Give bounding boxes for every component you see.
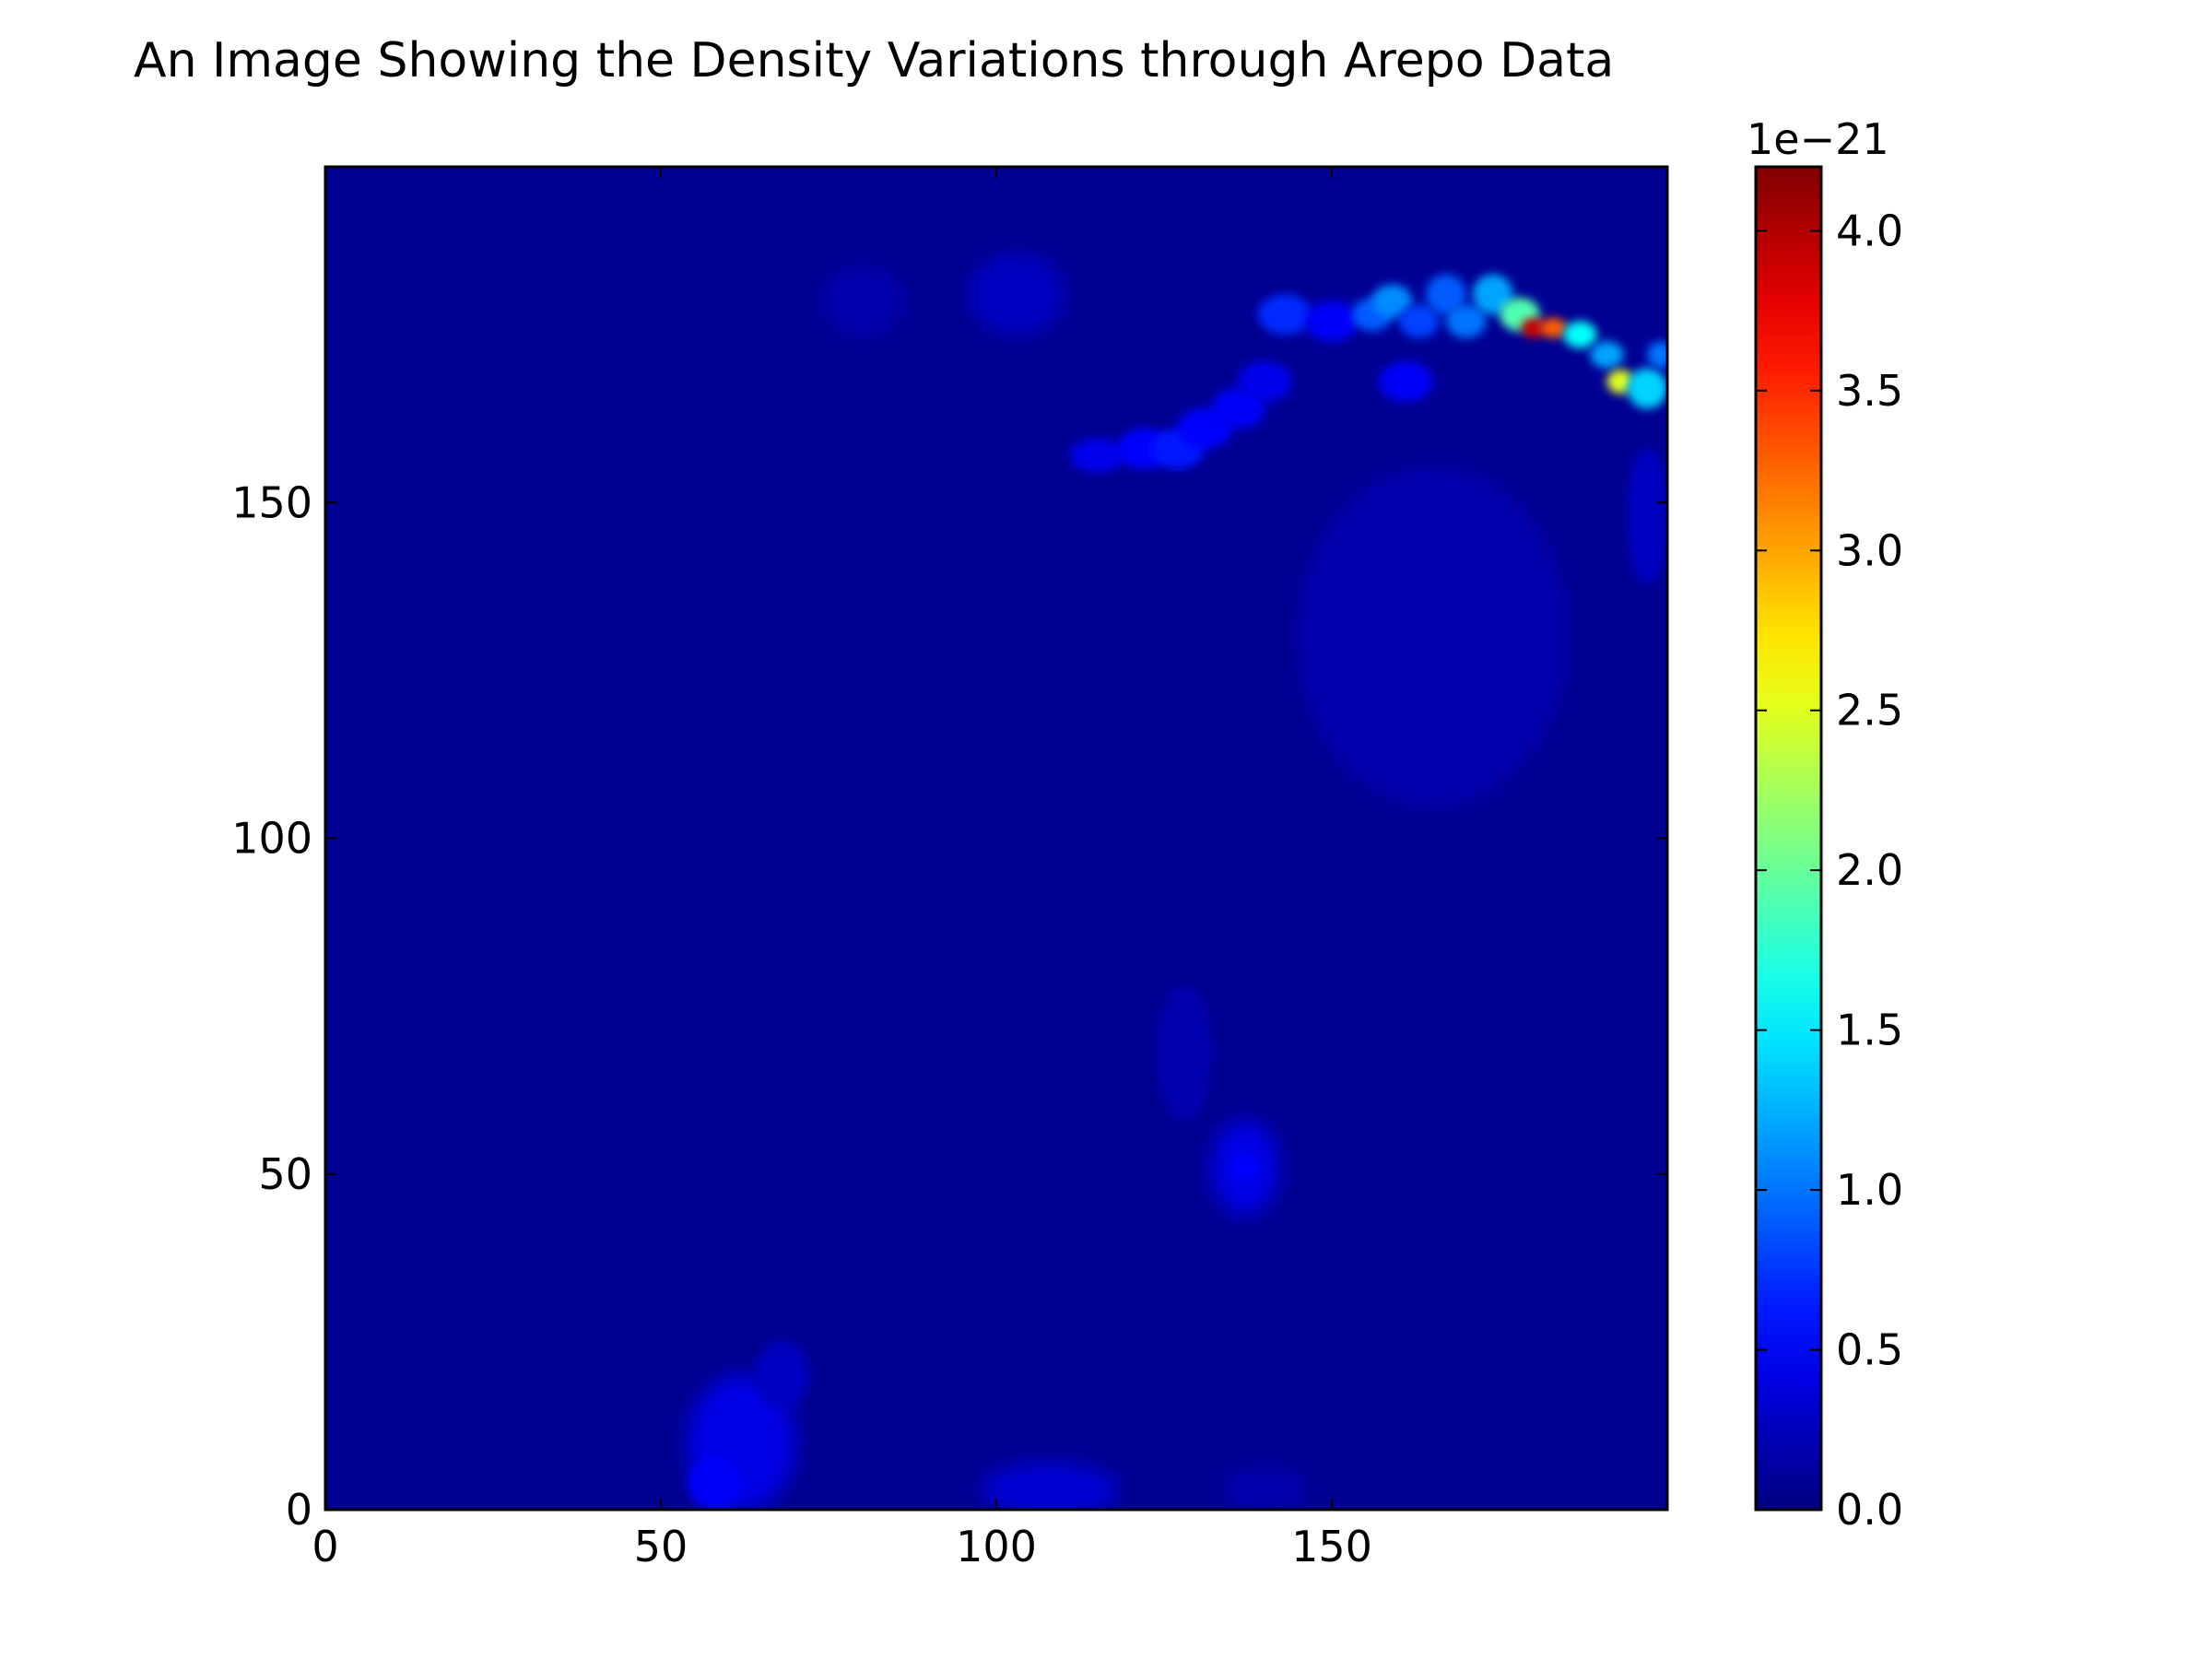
density-diffuse (1157, 985, 1211, 1121)
density-filament (1647, 341, 1667, 369)
density-clump (982, 1463, 1118, 1510)
colorbar-tick-label: 0.0 (1836, 1485, 1903, 1535)
density-filament (1539, 317, 1567, 338)
density-diffuse (754, 1341, 809, 1409)
density-filament (1238, 361, 1292, 402)
colorbar-frame (1754, 165, 1823, 1512)
x-tick-label: 100 (956, 1522, 1037, 1571)
density-features (688, 253, 1667, 1510)
density-filament (1472, 274, 1513, 315)
colorbar-tick-label: 3.5 (1836, 366, 1903, 416)
colorbar-tick-label: 0.5 (1836, 1325, 1903, 1375)
y-tick-label: 100 (231, 814, 312, 864)
colorbar-tick-label: 1.0 (1836, 1165, 1903, 1215)
density-diffuse (1224, 1469, 1305, 1510)
y-tick-label: 50 (258, 1149, 312, 1199)
density-diffuse (821, 267, 903, 335)
density-filament (1070, 439, 1124, 473)
x-tick-label: 150 (1291, 1522, 1372, 1571)
density-diffuse (1298, 468, 1567, 806)
colorbar-tick-label: 1.5 (1836, 1006, 1903, 1055)
density-filament (1371, 284, 1413, 318)
density-diffuse (969, 253, 1064, 335)
density-filament (1398, 304, 1440, 338)
y-tick-label: 150 (231, 477, 312, 527)
density-filament (1425, 274, 1466, 315)
colorbar-tick-label: 2.0 (1836, 845, 1903, 895)
colorbar-tick-label: 2.5 (1836, 686, 1903, 735)
density-clump (1230, 1153, 1258, 1182)
colorbar-tick-label: 3.0 (1836, 525, 1903, 575)
y-tick-label: 0 (286, 1485, 312, 1535)
colorbar-exponent-label: 1e−21 (1747, 114, 1889, 164)
density-filament (1590, 341, 1624, 369)
density-filament (1627, 368, 1667, 409)
chart-title: An Image Showing the Density Variations … (134, 33, 1615, 88)
density-clump (688, 1455, 742, 1510)
density-filament (1257, 294, 1312, 335)
density-diffuse (1627, 448, 1667, 583)
heatmap-background (325, 167, 1667, 1510)
x-tick-label: 0 (312, 1522, 338, 1571)
density-filament (1378, 361, 1433, 402)
plot-area (325, 167, 1667, 1510)
colorbar: 0.0 0.5 1.0 1.5 2.0 2.5 3.0 3.5 4.0 (1754, 165, 1903, 1535)
x-tick-label: 50 (634, 1522, 688, 1571)
density-filament (1445, 304, 1487, 338)
axes: 0 50 100 150 0 50 100 150 (231, 165, 1669, 1571)
density-filament (1563, 321, 1597, 348)
density-filament (1521, 317, 1546, 338)
colorbar-tick-label: 4.0 (1836, 206, 1903, 255)
colorbar-gradient (1756, 167, 1821, 1510)
density-filament (1606, 370, 1634, 394)
density-filament (1304, 300, 1359, 342)
